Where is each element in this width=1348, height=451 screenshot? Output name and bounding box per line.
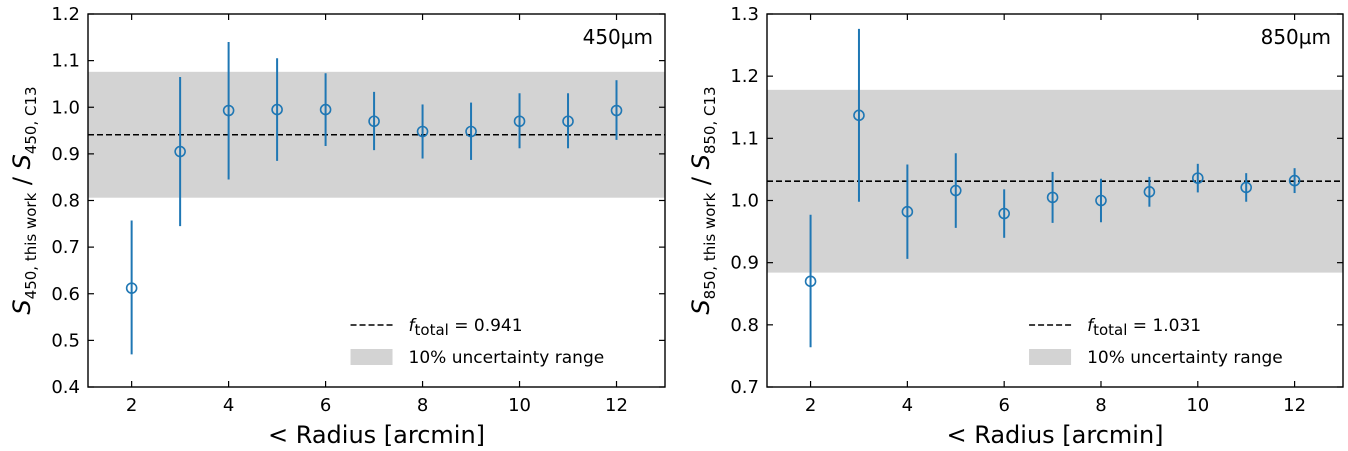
data-point-9 bbox=[562, 115, 574, 128]
y-tick-label-4: 1.1 bbox=[730, 128, 759, 149]
x-axis-label: < Radius [arcmin] bbox=[268, 421, 485, 449]
y-tick-label-3: 1.0 bbox=[730, 191, 759, 212]
y-tick-label-7: 1.1 bbox=[51, 51, 80, 72]
y-tick-label-0: 0.4 bbox=[51, 377, 80, 398]
data-point-0 bbox=[125, 282, 138, 294]
data-point-8 bbox=[513, 115, 526, 128]
x-tick-label-0: 2 bbox=[126, 395, 137, 416]
data-point-8 bbox=[1191, 172, 1204, 184]
x-tick-label-3: 8 bbox=[417, 395, 428, 416]
x-tick-label-2: 6 bbox=[320, 395, 331, 416]
legend-line-label: ftotal = 1.031 bbox=[1087, 316, 1201, 339]
x-tick-label-1: 4 bbox=[902, 395, 913, 416]
y-tick-label-2: 0.9 bbox=[730, 253, 759, 274]
y-label-subscript-1: 850, this work bbox=[701, 192, 719, 299]
y-axis-label: S850, this work / S850, C13 bbox=[687, 86, 719, 314]
data-point-2 bbox=[901, 205, 914, 218]
y-label-subscript-2: 850, C13 bbox=[701, 86, 719, 154]
x-tick-label-5: 12 bbox=[605, 395, 628, 416]
legend-f-value: = 1.031 bbox=[1127, 316, 1201, 336]
data-point-4 bbox=[998, 207, 1010, 220]
legend-line-label: ftotal = 0.941 bbox=[409, 316, 523, 339]
x-tick-label-5: 12 bbox=[1283, 395, 1306, 416]
data-point-7 bbox=[1143, 185, 1156, 198]
data-point-1 bbox=[174, 145, 186, 158]
legend-f-subscript: total bbox=[415, 321, 449, 339]
panel-label: 850µm bbox=[1261, 25, 1331, 49]
y-tick-label-3: 0.7 bbox=[51, 237, 80, 258]
y-tick-label-6: 1.0 bbox=[51, 97, 80, 118]
data-point-6 bbox=[1095, 194, 1107, 207]
legend-f-value: = 0.941 bbox=[449, 316, 523, 336]
data-point-10 bbox=[1288, 174, 1301, 187]
data-point-2 bbox=[222, 104, 235, 117]
y-label-symbol-2: S bbox=[8, 154, 36, 169]
y-tick-label-8: 1.2 bbox=[51, 4, 80, 25]
y-tick-label-4: 0.8 bbox=[51, 191, 80, 212]
data-point-3 bbox=[271, 103, 283, 116]
data-point-4 bbox=[319, 103, 332, 116]
y-tick-label-5: 0.9 bbox=[51, 144, 80, 165]
legend-f-subscript: total bbox=[1093, 321, 1127, 339]
data-point-7 bbox=[465, 125, 477, 138]
legend-band-swatch bbox=[1029, 349, 1072, 365]
data-point-10 bbox=[610, 104, 623, 117]
data-point-3 bbox=[949, 184, 962, 197]
data-point-0 bbox=[804, 275, 817, 288]
x-tick-label-3: 8 bbox=[1095, 395, 1106, 416]
data-point-1 bbox=[853, 109, 865, 122]
legend-band-swatch bbox=[350, 349, 393, 365]
legend-band-label: 10% uncertainty range bbox=[409, 348, 605, 368]
y-label-symbol-1: S bbox=[687, 299, 715, 314]
panel-450um: 2 4 6 8 10 12 0.4 0.5 0.6 0.7 0.8 0.9 1.0 1.1 1.2 < Rad… bbox=[8, 4, 666, 449]
data-point-5 bbox=[368, 115, 380, 128]
y-label-subscript-2: 450, C13 bbox=[22, 86, 40, 154]
data-point-5 bbox=[1046, 191, 1059, 204]
y-label-separator: / bbox=[687, 169, 715, 192]
y-label-subscript-1: 450, this work bbox=[22, 192, 40, 299]
x-tick-label-2: 6 bbox=[998, 395, 1009, 416]
y-tick-label-6: 1.3 bbox=[730, 4, 759, 25]
y-label-symbol-1: S bbox=[8, 299, 36, 314]
legend-f-symbol: f bbox=[1087, 316, 1096, 336]
data-point-6 bbox=[416, 125, 429, 138]
x-tick-label-1: 4 bbox=[223, 395, 234, 416]
data-point-9 bbox=[1240, 181, 1252, 194]
legend-f-symbol: f bbox=[409, 316, 418, 336]
y-tick-label-0: 0.7 bbox=[730, 377, 759, 398]
y-tick-label-1: 0.8 bbox=[730, 315, 759, 336]
y-tick-label-5: 1.2 bbox=[730, 66, 759, 87]
plot-frame bbox=[87, 13, 666, 388]
x-tick-label-4: 10 bbox=[1186, 395, 1209, 416]
y-tick-label-2: 0.6 bbox=[51, 284, 80, 305]
y-axis-label: S450, this work / S450, C13 bbox=[8, 86, 40, 314]
x-tick-label-0: 2 bbox=[805, 395, 816, 416]
x-tick-label-4: 10 bbox=[508, 395, 531, 416]
y-tick-label-1: 0.5 bbox=[51, 330, 80, 351]
x-axis-label: < Radius [arcmin] bbox=[946, 421, 1163, 449]
y-label-symbol-2: S bbox=[687, 154, 715, 169]
panel-label: 450µm bbox=[583, 25, 653, 49]
y-label-separator: / bbox=[8, 169, 36, 192]
legend-band-label: 10% uncertainty range bbox=[1087, 348, 1283, 368]
panel-850um: 2 4 6 8 10 12 0.7 0.8 0.9 1.0 1.1 1.2 1.3 < Radius [a… bbox=[687, 4, 1344, 449]
